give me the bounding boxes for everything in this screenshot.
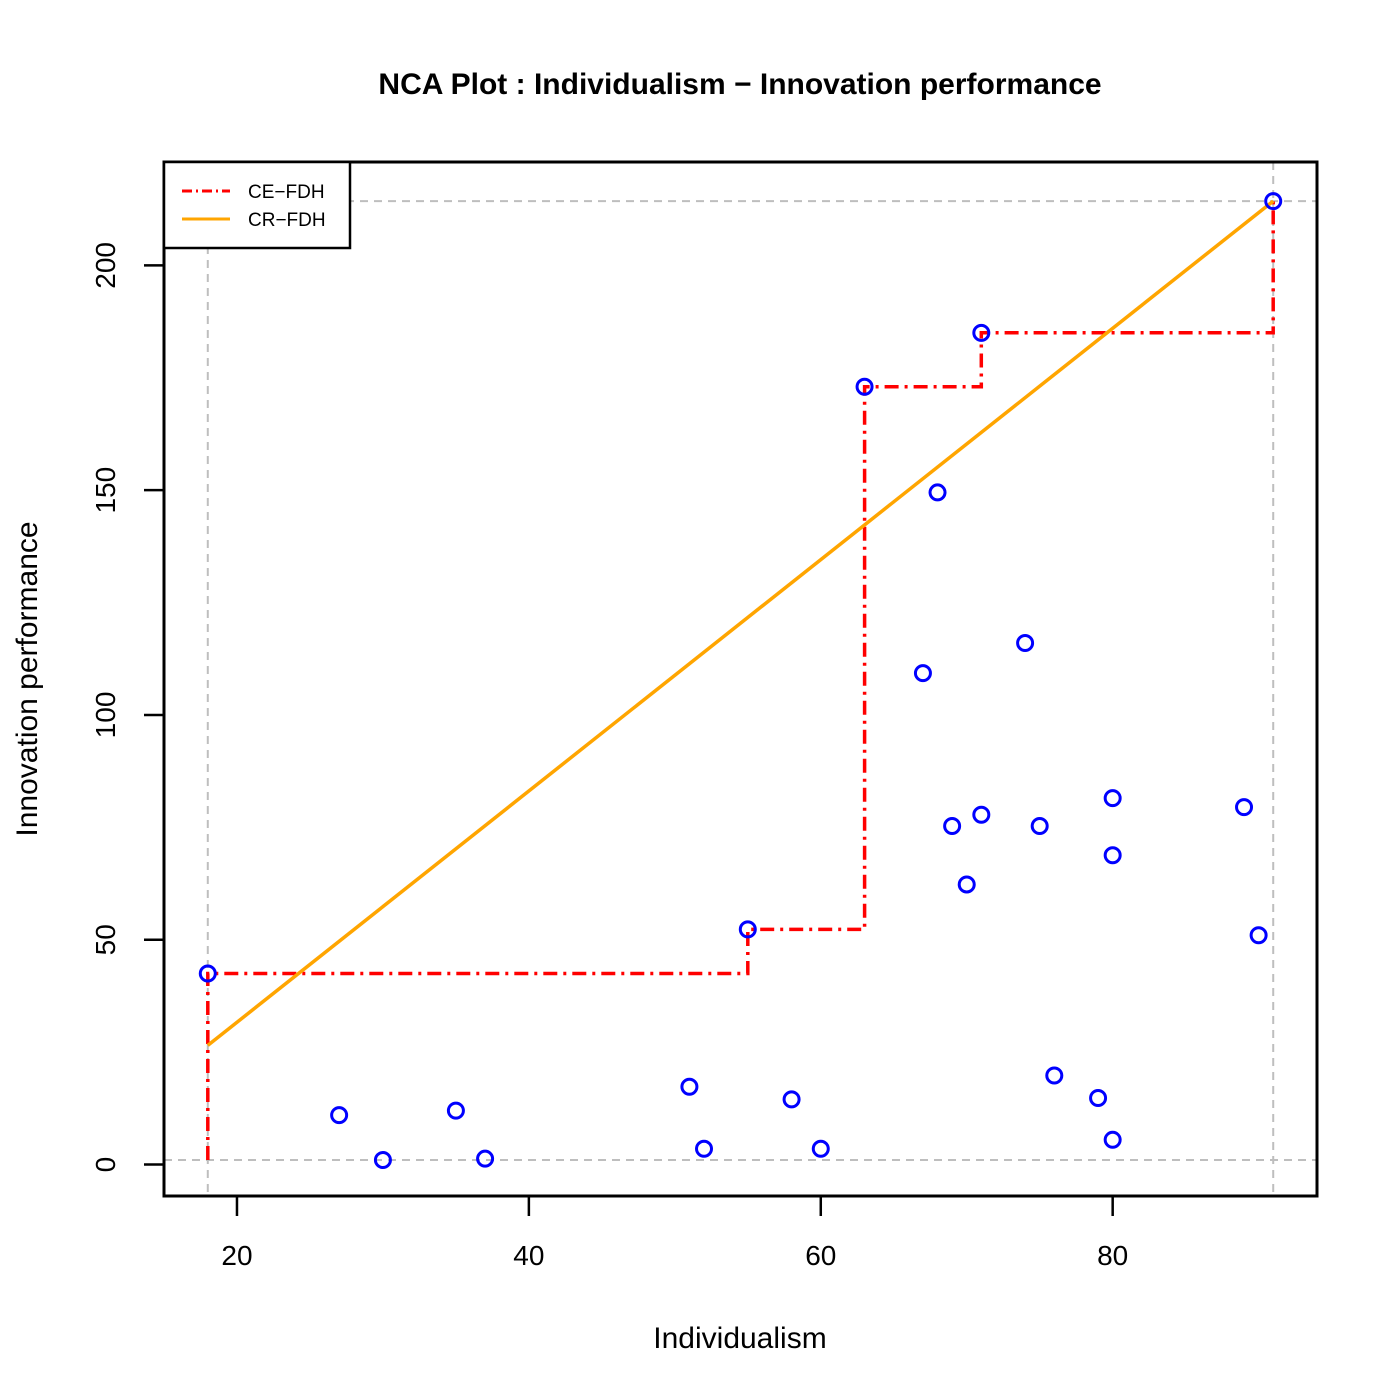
plot-area <box>164 162 1317 1196</box>
data-point-13 <box>943 817 962 836</box>
y-tick-label-150: 150 <box>90 467 121 514</box>
chart-title: NCA Plot : Individualism − Innovation pe… <box>378 68 1101 101</box>
legend-box <box>162 160 352 250</box>
data-point-15 <box>972 323 991 342</box>
data-point-6 <box>695 1139 714 1158</box>
plot-frame <box>162 160 1319 1198</box>
data-point-5 <box>680 1077 699 1096</box>
y-tick-label-50: 50 <box>90 924 121 955</box>
x-axis: 20 40 60 80 <box>221 1194 1128 1271</box>
data-point-24 <box>1235 798 1254 817</box>
x-axis-label: Individualism <box>653 1322 826 1355</box>
data-point-14 <box>957 875 976 894</box>
y-tick-label-200: 200 <box>90 242 121 289</box>
data-point-1 <box>330 1106 349 1125</box>
data-point-4 <box>476 1149 495 1168</box>
y-axis: 0 50 100 150 200 <box>90 242 166 1173</box>
y-axis-label: Innovation performance <box>11 521 44 836</box>
data-point-26 <box>1264 192 1283 211</box>
data-point-18 <box>1030 817 1049 836</box>
data-point-22 <box>1103 846 1122 865</box>
x-tick-label-60: 60 <box>805 1240 836 1271</box>
data-point-11 <box>913 664 932 683</box>
ce-fdh-ceiling-line <box>206 201 1275 1160</box>
data-point-21 <box>1103 789 1122 808</box>
data-point-7 <box>738 920 757 939</box>
x-tick-label-20: 20 <box>221 1240 252 1271</box>
data-point-20 <box>1089 1088 1108 1107</box>
x-tick-label-80: 80 <box>1097 1240 1128 1271</box>
data-point-17 <box>1016 634 1035 653</box>
y-tick-label-0: 0 <box>90 1157 121 1173</box>
data-point-0 <box>198 964 217 983</box>
data-point-9 <box>811 1139 830 1158</box>
data-point-12 <box>928 483 947 502</box>
plot-marks <box>164 162 1317 1196</box>
data-point-8 <box>782 1090 801 1109</box>
data-point-23 <box>1103 1130 1122 1149</box>
data-point-2 <box>373 1151 392 1170</box>
data-point-3 <box>446 1101 465 1120</box>
legend-label-ce-fdh: CE−FDH <box>248 182 325 203</box>
legend-label-cr-fdh: CR−FDH <box>248 210 326 231</box>
data-point-19 <box>1045 1066 1064 1085</box>
cr-fdh-ceiling-line <box>206 199 1275 1047</box>
y-tick-label-100: 100 <box>90 692 121 739</box>
data-point-25 <box>1249 926 1268 945</box>
x-tick-label-40: 40 <box>513 1240 544 1271</box>
data-point-10 <box>855 377 874 396</box>
legend: CE−FDH CR−FDH <box>162 160 352 250</box>
data-point-16 <box>972 805 991 824</box>
